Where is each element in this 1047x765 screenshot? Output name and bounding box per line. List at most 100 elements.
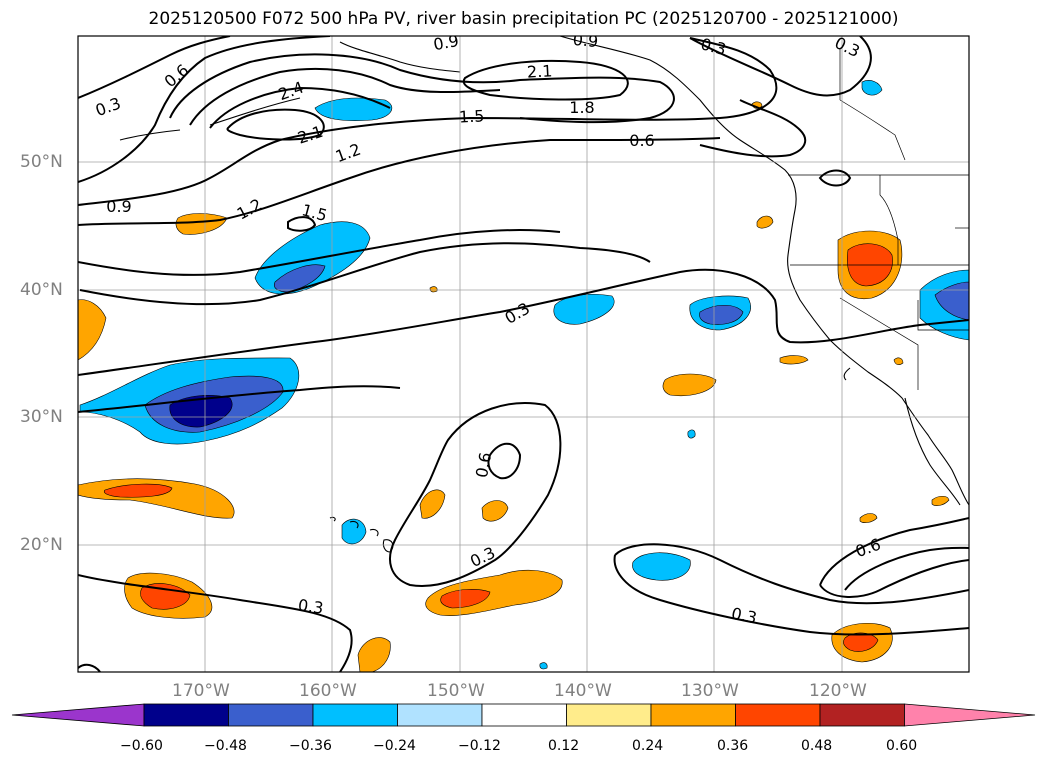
colorbar-tick-label: 0.12	[548, 738, 580, 754]
contour-label: 1.2	[234, 195, 265, 224]
map-frame	[77, 35, 970, 673]
pos-anomaly-area	[429, 286, 438, 293]
contour-label: 1.5	[300, 200, 330, 225]
pv-contour	[844, 546, 969, 591]
colorbar-segment	[312, 703, 398, 727]
colorbar-segment	[481, 703, 567, 727]
pv-contour	[78, 37, 778, 206]
contour-label: 0.6	[853, 535, 883, 562]
colorbar-segment	[143, 703, 229, 727]
lat-label-40n: 40°N	[20, 280, 63, 300]
lat-label-20n: 20°N	[20, 535, 63, 555]
contour-label: 0.3	[699, 34, 729, 59]
colorbar-tick-label: −0.36	[289, 738, 332, 754]
contour-label: 0.9	[432, 31, 460, 54]
pv-contours	[78, 36, 969, 672]
pos-anomaly-area	[779, 355, 809, 365]
state-borders	[788, 48, 969, 390]
pv-contour	[169, 53, 675, 124]
pv-contour	[819, 559, 969, 598]
precip-anomaly-fills	[78, 80, 969, 672]
pos-anomaly-area	[756, 215, 774, 229]
pv-contour	[487, 442, 522, 480]
pos-anomaly-area	[103, 483, 173, 498]
pv-contour	[462, 59, 629, 101]
neg-anomaly-area	[254, 221, 371, 295]
pv-contour	[699, 99, 807, 158]
colorbar-segment	[397, 703, 483, 727]
neg-anomaly-area	[273, 264, 326, 293]
pv-contour	[689, 36, 872, 97]
pv-contour	[818, 169, 852, 187]
pv-contour	[209, 86, 391, 129]
neg-anomaly-area	[687, 429, 696, 439]
colorbar-segment	[735, 703, 821, 727]
pv-contour	[78, 36, 231, 99]
pv-contour	[78, 137, 721, 226]
pos-anomaly-area	[175, 213, 228, 235]
colorbar-extend-low	[11, 703, 145, 727]
contour-label: 0.3	[297, 595, 325, 617]
contour-label: 0.3	[93, 94, 123, 121]
contour-label: 0.3	[501, 299, 533, 328]
pv-contour	[78, 36, 331, 183]
pv-contour	[614, 543, 969, 605]
pos-anomaly-area	[481, 500, 509, 522]
pos-anomaly-area	[859, 513, 878, 523]
neg-anomaly-area	[539, 662, 548, 670]
contour-label: 0.9	[106, 197, 131, 216]
map-title: 2025120500 F072 500 hPa PV, river basin …	[148, 9, 899, 29]
colorbar-segment	[566, 703, 652, 727]
colorbar-tick-label: −0.60	[120, 738, 163, 754]
neg-anomaly-area	[169, 395, 233, 428]
pv-contour	[287, 216, 317, 232]
pos-anomaly-area	[419, 489, 446, 519]
pos-anomaly-area	[440, 589, 491, 609]
colorbar-tick-label: 0.60	[886, 738, 918, 754]
pv-contour	[226, 108, 325, 141]
contour-label: 0.6	[629, 131, 654, 150]
lat-label-30n: 30°N	[20, 407, 63, 427]
pos-anomaly-area	[425, 569, 563, 616]
lon-label-170w: 170°W	[172, 681, 230, 701]
colorbar-tick-label: 0.48	[801, 738, 833, 754]
colorbar	[11, 703, 1036, 727]
colorbar-segment	[650, 703, 736, 727]
lon-label-160w: 160°W	[299, 681, 357, 701]
pv-contour	[78, 574, 353, 672]
neg-anomaly-area	[934, 281, 969, 321]
contour-label: 2.1	[295, 122, 325, 148]
contour-label: 1.5	[459, 106, 485, 126]
colorbar-segment	[819, 703, 905, 727]
colorbar-tick-label: −0.24	[373, 738, 416, 754]
pos-anomaly-area	[893, 357, 904, 365]
pos-anomaly-area	[357, 637, 391, 672]
contour-label: 0.3	[730, 604, 759, 628]
pv-contour	[78, 385, 401, 413]
pos-anomaly-area	[843, 632, 879, 652]
lon-label-150w: 150°W	[427, 681, 485, 701]
contour-label: 1.8	[569, 98, 594, 117]
colorbar-segment	[228, 703, 314, 727]
pos-anomaly-area	[931, 495, 950, 506]
pos-anomaly-area	[78, 299, 107, 361]
contour-label: 0.3	[467, 543, 498, 571]
gridlines	[78, 36, 969, 672]
colorbar-tick-label: −0.48	[204, 738, 247, 754]
contour-label: 2.4	[276, 78, 306, 105]
colorbar-extend-high	[904, 703, 1036, 727]
contour-label: 0.9	[572, 30, 599, 51]
pv-contour	[78, 268, 969, 376]
colorbar-tick-label: 0.24	[632, 738, 664, 754]
neg-anomaly-area	[699, 304, 744, 325]
pv-contour	[78, 663, 101, 672]
pv-contour	[819, 517, 969, 586]
colorbar-tick-label: −0.12	[458, 738, 501, 754]
contour-label: 0.6	[161, 60, 193, 91]
contour-labels: 0.3 0.6 2.4 0.9 0.9 0.3 0.3 2.1 1.8 1.5 …	[93, 30, 883, 628]
pv-contour	[79, 242, 651, 306]
contour-label: 2.1	[527, 61, 553, 81]
neg-anomaly-area	[861, 80, 883, 96]
pv-contour	[78, 229, 561, 276]
